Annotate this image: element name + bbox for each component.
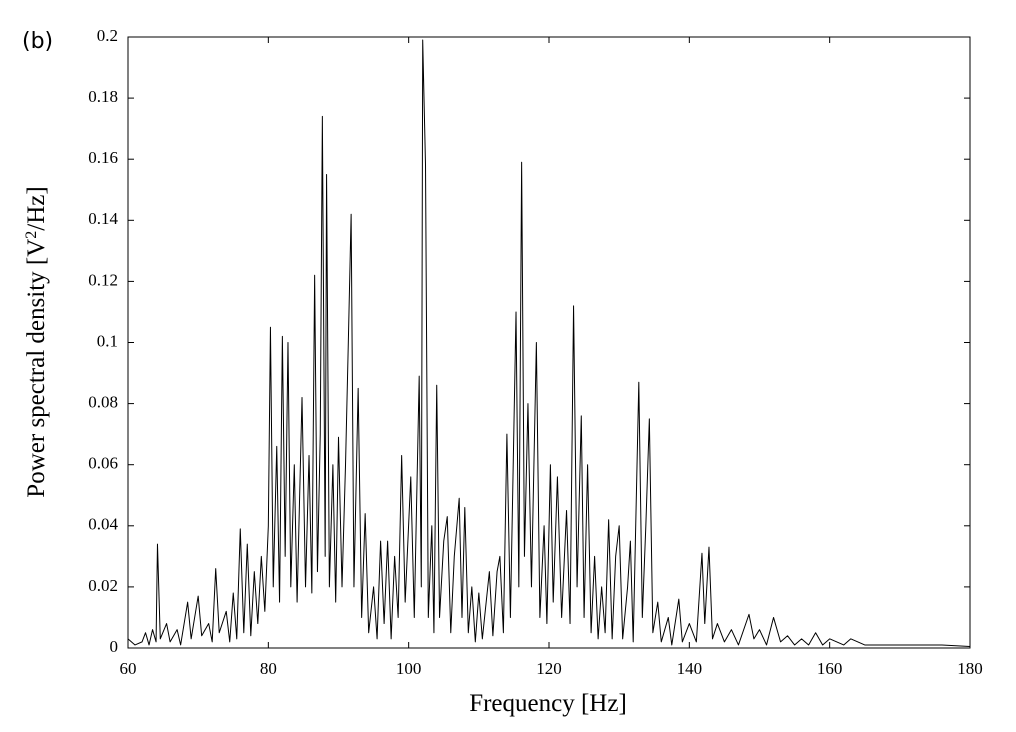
y-tick-label: 0.12	[88, 270, 118, 289]
y-tick-label: 0.1	[97, 331, 118, 350]
x-tick-label: 160	[817, 659, 843, 678]
panel-label: (b)	[22, 29, 53, 54]
y-axis-label: Power spectral density [V2/Hz]	[23, 186, 51, 497]
x-tick-label: 180	[957, 659, 983, 678]
y-label-sup: 2	[23, 231, 40, 239]
x-tick-label: 140	[677, 659, 703, 678]
y-label-main: Power spectral density [V	[23, 239, 50, 498]
psd-line	[127, 39, 971, 647]
plot-frame	[127, 36, 971, 649]
x-tick-label: 120	[536, 659, 562, 678]
y-tick-label: 0.08	[88, 393, 118, 412]
y-tick-label: 0.18	[88, 87, 118, 106]
y-tick-label: 0.04	[88, 515, 118, 534]
x-tick-label: 60	[120, 659, 137, 678]
x-axis-label: Frequency [Hz]	[469, 690, 627, 717]
y-label-end: /Hz]	[23, 186, 50, 230]
y-tick-label: 0.16	[88, 148, 118, 167]
x-tick-label: 80	[260, 659, 277, 678]
y-tick-label: 0.14	[88, 209, 118, 228]
y-tick-label: 0.06	[88, 454, 118, 473]
x-tick-label: 100	[396, 659, 422, 678]
y-tick-label: 0.02	[88, 576, 118, 595]
y-tick-label: 0	[110, 637, 119, 656]
y-tick-label: 0.2	[97, 26, 118, 45]
